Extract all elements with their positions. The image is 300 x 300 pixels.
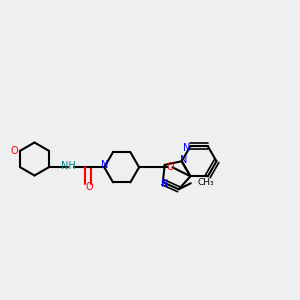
Text: NH: NH <box>61 161 76 171</box>
Text: N: N <box>100 160 108 170</box>
Text: CH₃: CH₃ <box>197 178 214 187</box>
Text: O: O <box>85 182 93 192</box>
Text: O: O <box>166 162 174 172</box>
Text: N: N <box>179 155 187 165</box>
Text: N: N <box>161 179 168 189</box>
Text: O: O <box>11 146 19 156</box>
Text: N: N <box>183 143 190 153</box>
